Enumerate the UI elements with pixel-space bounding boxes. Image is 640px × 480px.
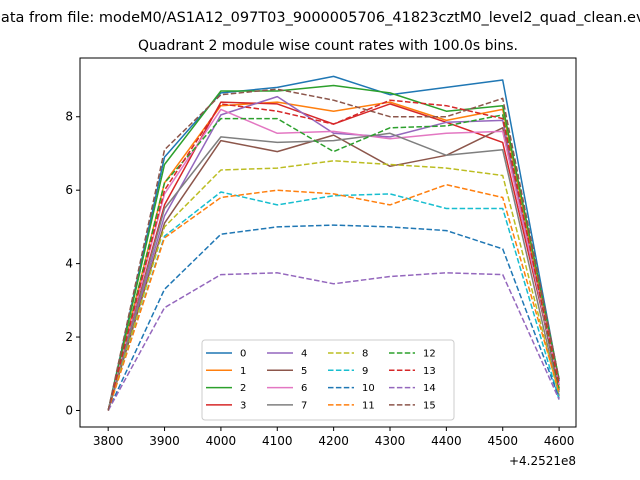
x-tick-label: 3800 [93,434,124,448]
series-line-11 [107,183,560,411]
legend-label: 15 [423,400,436,411]
legend-label: 0 [240,349,246,360]
x-tick-label: 4200 [318,434,349,448]
legend-label: 5 [301,366,307,377]
legend-label: 14 [423,383,436,394]
figure-suptitle: Data from file: modeM0/AS1A12_097T03_900… [0,10,640,26]
series-line-9 [107,191,560,411]
legend-label: 12 [423,349,436,360]
series-line-15 [107,88,560,411]
series-line-6 [107,108,560,411]
x-tick-label: 4000 [206,434,237,448]
series-line-1 [107,101,560,411]
series-line-5 [107,127,560,411]
x-axis: 3800 3900 4000 4100 4200 4300 4400 4500 4600 [93,427,574,448]
legend-label: 6 [301,383,307,394]
series-line-4 [107,95,560,411]
x-axis-offset-label: +4.2521e8 [509,454,576,468]
series-line-13 [107,99,560,411]
x-tick-label: 4500 [487,434,518,448]
y-tick-label: 6 [65,183,73,197]
series-line-8 [107,160,560,411]
series-line-0 [107,75,560,411]
legend-label: 7 [301,400,307,411]
series-line-10 [107,224,560,411]
y-tick-label: 4 [65,257,73,271]
x-tick-label: 4300 [375,434,406,448]
x-tick-label: 4600 [544,434,575,448]
y-tick-label: 0 [65,403,73,417]
legend-label: 10 [362,383,375,394]
series-line-7 [107,132,560,411]
y-tick-label: 8 [65,110,73,124]
legend-label: 1 [240,366,246,377]
series-line-2 [107,84,560,411]
series-lines [107,75,560,411]
x-tick-label: 4100 [262,434,293,448]
legend-label: 3 [240,400,246,411]
legend-label: 11 [362,400,375,411]
y-axis: 0 2 4 6 8 [65,110,80,417]
series-line-14 [107,272,560,411]
legend-label: 13 [423,366,436,377]
y-tick-label: 2 [65,330,73,344]
legend-label: 4 [301,349,307,360]
legend-label: 9 [362,366,368,377]
legend-label: 2 [240,383,246,394]
x-tick-label: 3900 [149,434,180,448]
plot-frame [79,57,577,428]
legend-label: 8 [362,349,368,360]
x-tick-label: 4400 [431,434,462,448]
chart-title: Quadrant 2 module wise count rates with … [138,38,518,54]
legend-box [201,339,455,421]
